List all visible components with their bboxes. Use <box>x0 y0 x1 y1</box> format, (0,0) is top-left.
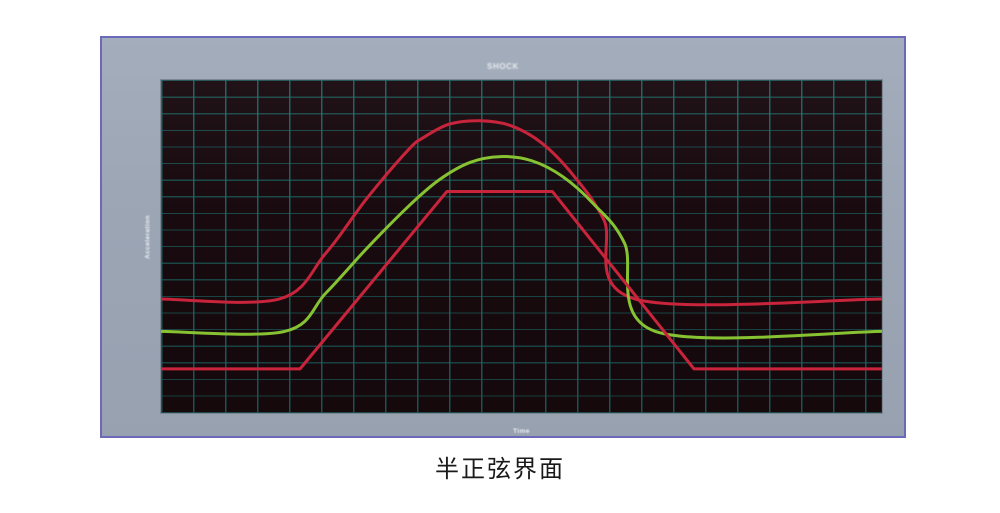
series-line-2 <box>161 190 882 371</box>
curve-layer <box>161 119 882 371</box>
vertical-gridlines <box>161 80 882 413</box>
instrument-panel: SHOCK Acceleration 012345678910111213141… <box>100 36 906 438</box>
y-axis-label: Acceleration <box>144 215 152 259</box>
figure-caption: 半正弦界面 <box>435 455 565 483</box>
series-line-1 <box>161 155 882 340</box>
plot-area[interactable]: 01234567891011121314151617181920 0123456… <box>161 80 882 413</box>
x-axis-label: Time <box>513 428 530 435</box>
chart-title: SHOCK <box>487 62 519 71</box>
series-line-0 <box>161 119 882 307</box>
screen-sheen <box>161 80 882 413</box>
